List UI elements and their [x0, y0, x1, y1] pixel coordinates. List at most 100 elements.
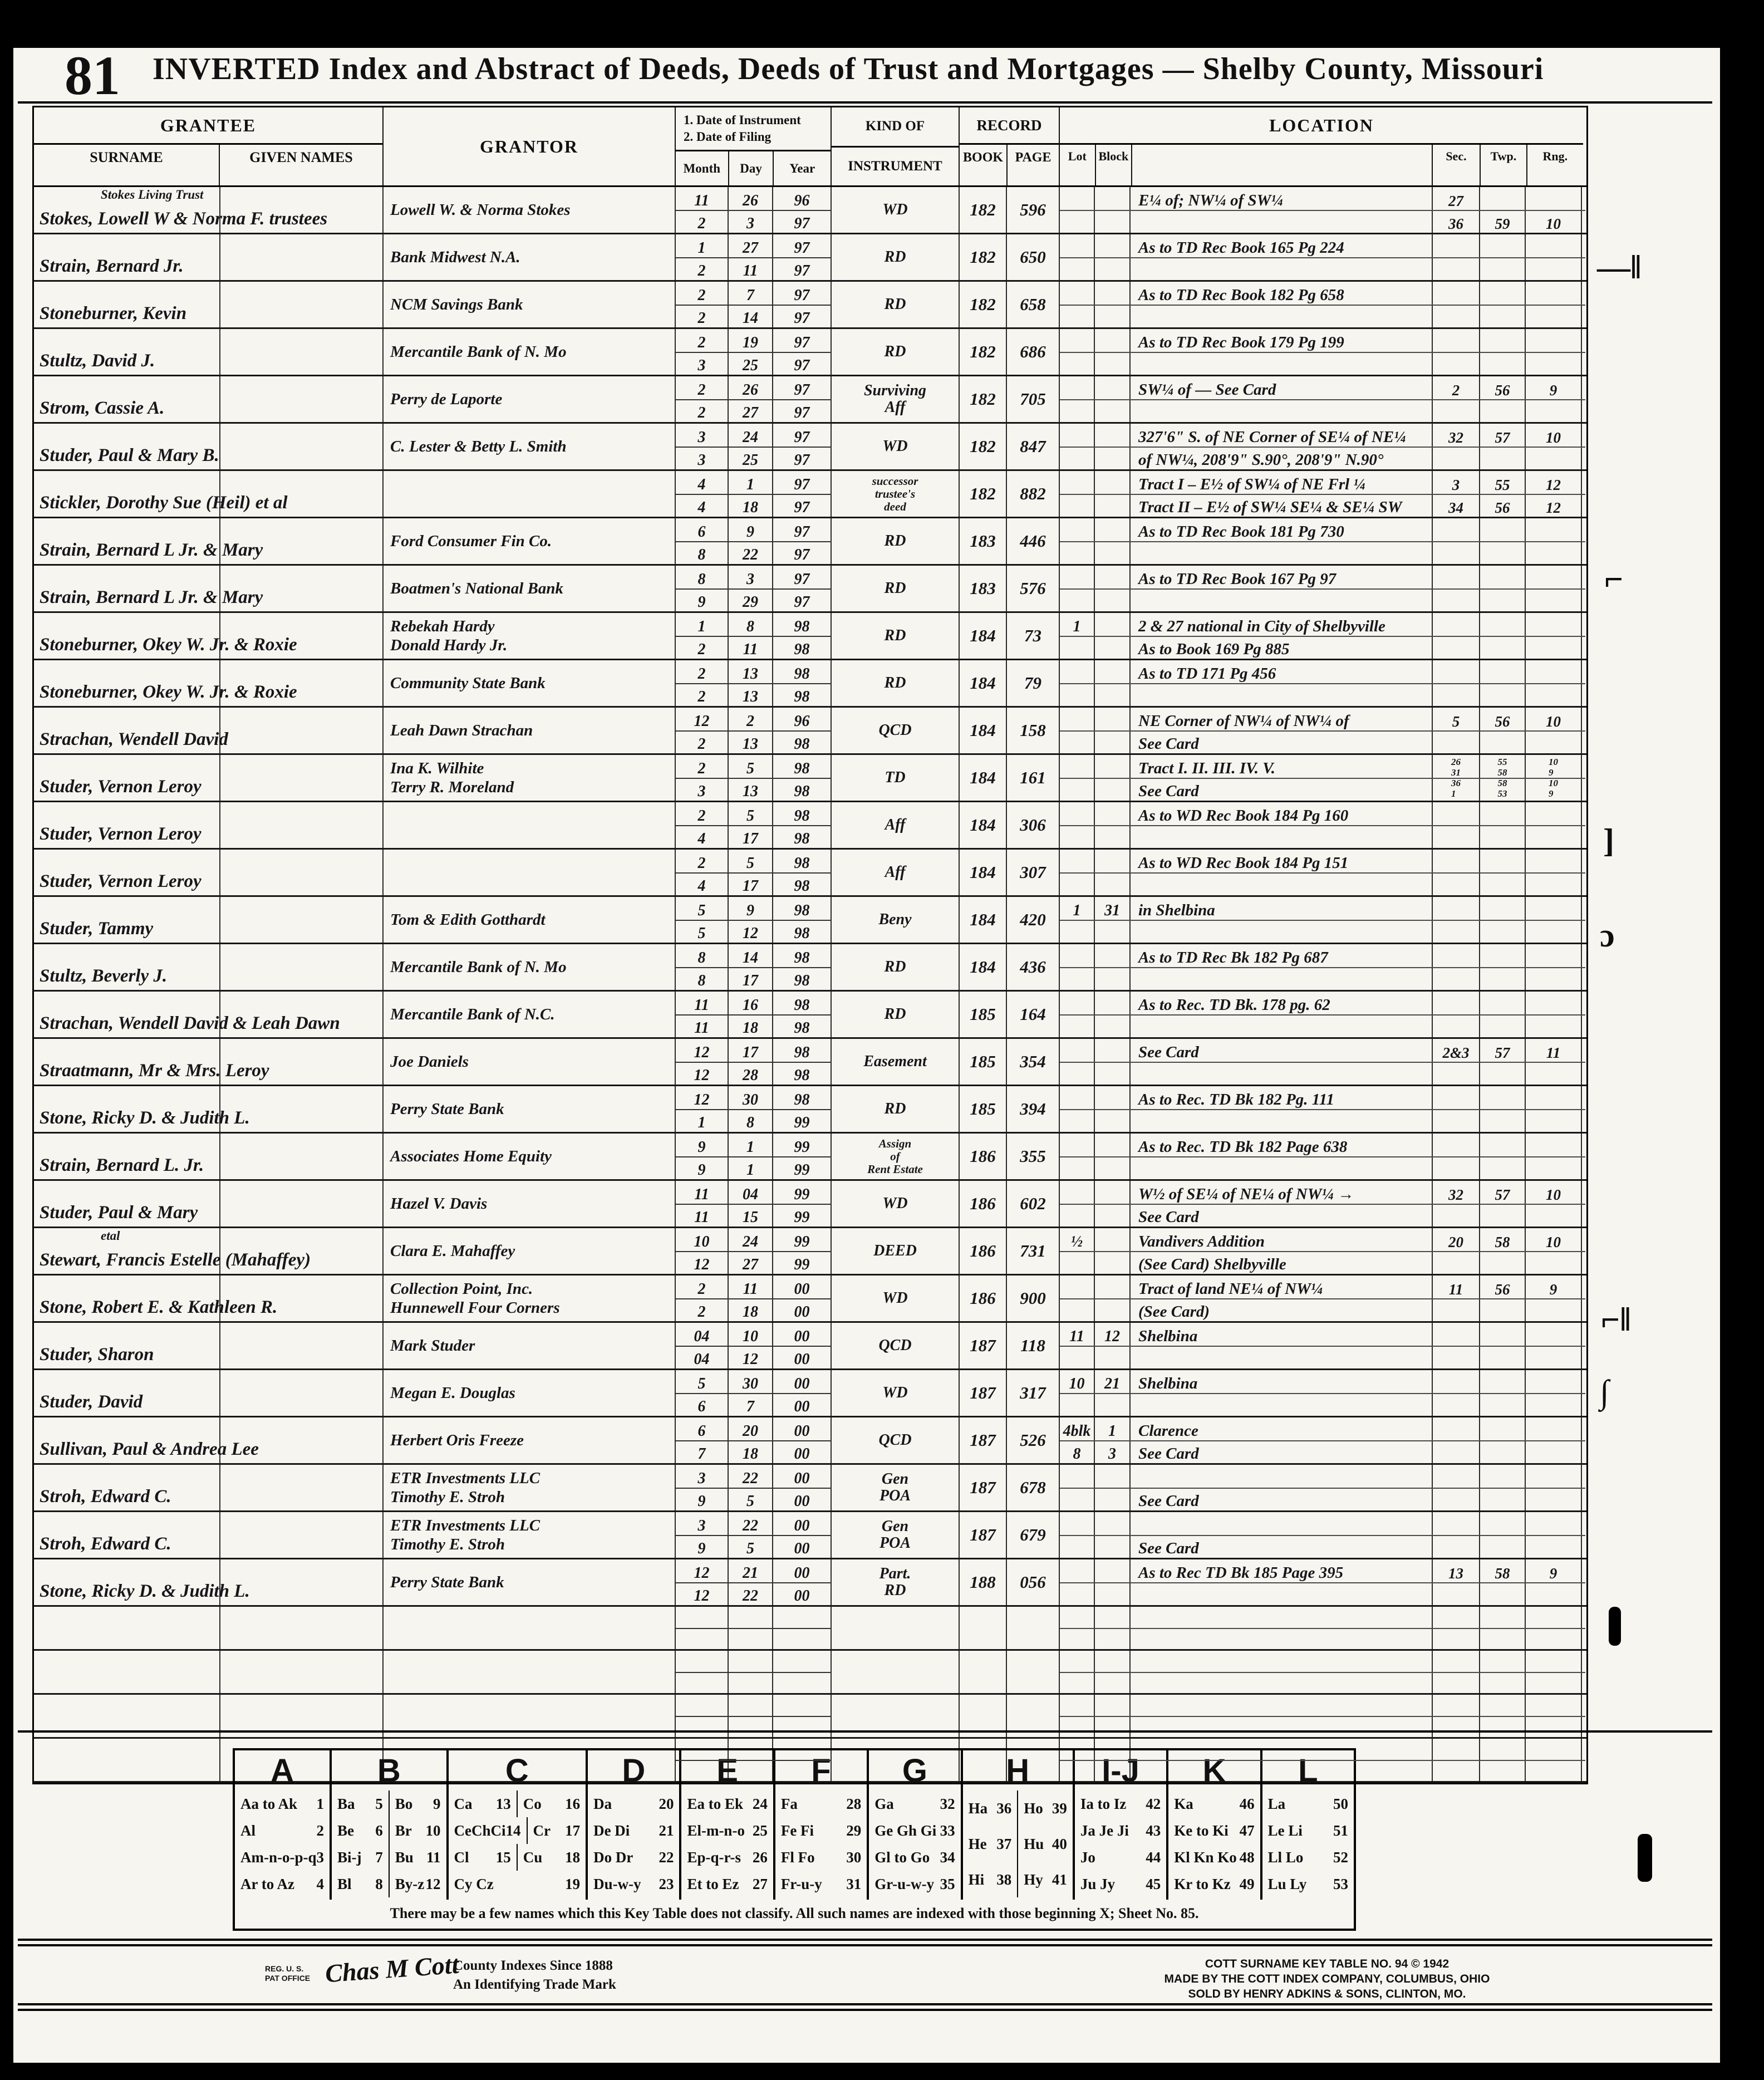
record-book: 182 [970, 484, 996, 503]
grantee-cell: Stroh, Edward C. [34, 1512, 384, 1558]
key-cell: La 50 [1267, 1795, 1348, 1812]
table-bottom-rule [18, 1730, 1712, 1733]
record-book: 187 [970, 1478, 996, 1497]
date-divider-line [676, 825, 832, 826]
page-cell: 679 [1007, 1512, 1060, 1558]
location-guide-line [1060, 1204, 1585, 1205]
key-column-D: D Da 20 De Di 21 Do Dr 22 Du-w-y 23 [586, 1750, 679, 1900]
grantee-name: Studer, Vernon Leroy [40, 871, 202, 891]
date-divider-line [676, 683, 832, 684]
book-cell: 182 [960, 234, 1007, 280]
grantor-name: NCM Savings Bank [390, 296, 523, 313]
page-cell: 161 [1007, 755, 1060, 801]
footer-left: County Indexes Since 1888 An Identifying… [453, 1956, 616, 1994]
kind-cell: Gen POA [832, 1465, 960, 1510]
table-row: Stone, Ricky D. & Judith L. Perry State … [34, 1086, 1586, 1134]
location-cell: As to TD Rec Bk 182 Pg 687 [1131, 944, 1433, 990]
location-guide-line [1060, 778, 1585, 779]
kind-cell: Aff [832, 850, 960, 895]
location-cell: As to Rec TD Bk 185 Page 395 [1131, 1559, 1433, 1605]
date-divider-line [676, 588, 832, 590]
key-cell: Ha 36 [968, 1799, 1012, 1817]
instrument-kind: successor trustee's deed [872, 474, 918, 513]
date-divider-line [676, 872, 832, 874]
record-page: 650 [1020, 247, 1046, 267]
grantee-cell: Studer, Paul & Mary [34, 1181, 384, 1227]
margin-mark: ⌐‖ [1601, 1301, 1631, 1338]
year-cell: 98 98 [773, 802, 832, 848]
grantor-label: GRANTOR [384, 107, 676, 185]
grantor-name: Boatmen's National Bank [390, 580, 564, 597]
book-cell: 187 [960, 1323, 1007, 1368]
date-divider-line [676, 210, 832, 211]
record-page: 576 [1020, 578, 1046, 598]
key-cell: Ll Lo 52 [1267, 1848, 1348, 1866]
record-page: 686 [1020, 342, 1046, 361]
grantor-cell [384, 471, 676, 517]
key-cell: Cy Cz 19 [454, 1875, 581, 1892]
key-cell: De Di 21 [593, 1822, 674, 1839]
instrument-kind: Gen POA [879, 1518, 911, 1552]
kind-cell: QCD [832, 1417, 960, 1463]
kind-cell: Assign of Rent Estate [832, 1134, 960, 1179]
key-column-C: C Ca 13 Co 16 CeChCi 14 Cr 17 Cl 15 Cu 18 Cy Cz 19 [446, 1750, 586, 1900]
page-cell: 420 [1007, 897, 1060, 943]
grantor-cell: Ina K. Wilhite Terry R. Moreland [384, 755, 676, 801]
grantee-cell: Stone, Robert E. & Kathleen R. [34, 1276, 384, 1321]
location-guide-line [1060, 447, 1585, 448]
key-cell: Fe Fi 29 [780, 1822, 862, 1839]
margin-mark: ɔ [1600, 917, 1615, 954]
location-guide-line [1060, 1760, 1585, 1761]
grantee-cell: Studer, Paul & Mary B. [34, 424, 384, 469]
page-cell: 436 [1007, 944, 1060, 990]
book-cell: 186 [960, 1134, 1007, 1179]
location-cell: 2 & 27 national in City of Shelbyville As… [1131, 613, 1433, 659]
instrument-kind: Part. RD [879, 1565, 911, 1599]
table-row: Strachan, Wendell David Leah Dawn Strach… [34, 708, 1586, 755]
kind-cell: RD [832, 566, 960, 611]
page-cell: 882 [1007, 471, 1060, 517]
instrument-kind: RD [884, 580, 906, 597]
date-divider-line [676, 967, 832, 968]
record-book: 187 [970, 1336, 996, 1355]
table-row [34, 1607, 1586, 1651]
record-book: 185 [970, 1052, 996, 1071]
margin-mark: ⌐ [1604, 561, 1624, 597]
location-guide-line [1060, 257, 1585, 258]
book-cell: 184 [960, 613, 1007, 659]
grantee-cell: Strachan, Wendell David & Leah Dawn [34, 992, 384, 1037]
kind-cell: RD [832, 234, 960, 280]
page-cell: 158 [1007, 708, 1060, 753]
surname-label: SURNAME [90, 149, 163, 165]
book-cell: 187 [960, 1417, 1007, 1463]
grantee-name: Straatmann, Mr & Mrs. Leroy [40, 1061, 269, 1081]
book-cell: 182 [960, 424, 1007, 469]
kind-cell: RD [832, 329, 960, 375]
record-page: 056 [1020, 1572, 1046, 1592]
location-guide-line [1060, 683, 1585, 684]
location-guide-line [1060, 872, 1585, 874]
key-letter: I-J [1102, 1752, 1139, 1789]
location-cell: Shelbina [1131, 1370, 1433, 1416]
kind-cell: Beny [832, 897, 960, 943]
grantee-name: Studer, Vernon Leroy [40, 777, 202, 797]
kind-cell: WD [832, 1370, 960, 1416]
page-cell: 73 [1007, 613, 1060, 659]
record-page: 882 [1020, 484, 1046, 503]
instrument-kind: WD [882, 1384, 908, 1401]
instrument-kind: QCD [878, 722, 912, 739]
footer-rule-1a [18, 1939, 1712, 1941]
grantor-cell [384, 802, 676, 848]
grantee-cell: Strain, Bernard L Jr. & Mary [34, 566, 384, 611]
header-location: LOCATION Lot Block Sec. Twp. Rng. [1060, 107, 1583, 185]
sec-cell: 3 34 [1433, 471, 1480, 517]
location-guide-line [1060, 210, 1585, 211]
grantee-name: Stone, Ricky D. & Judith L. [40, 1581, 250, 1601]
day-cell: 5 17 [729, 850, 773, 895]
page-cell: 650 [1007, 234, 1060, 280]
record-page: 678 [1020, 1478, 1046, 1497]
location-guide-line [1060, 1488, 1585, 1489]
page-cell: 307 [1007, 850, 1060, 895]
grantor-cell: Mercantile Bank of N.C. [384, 992, 676, 1037]
